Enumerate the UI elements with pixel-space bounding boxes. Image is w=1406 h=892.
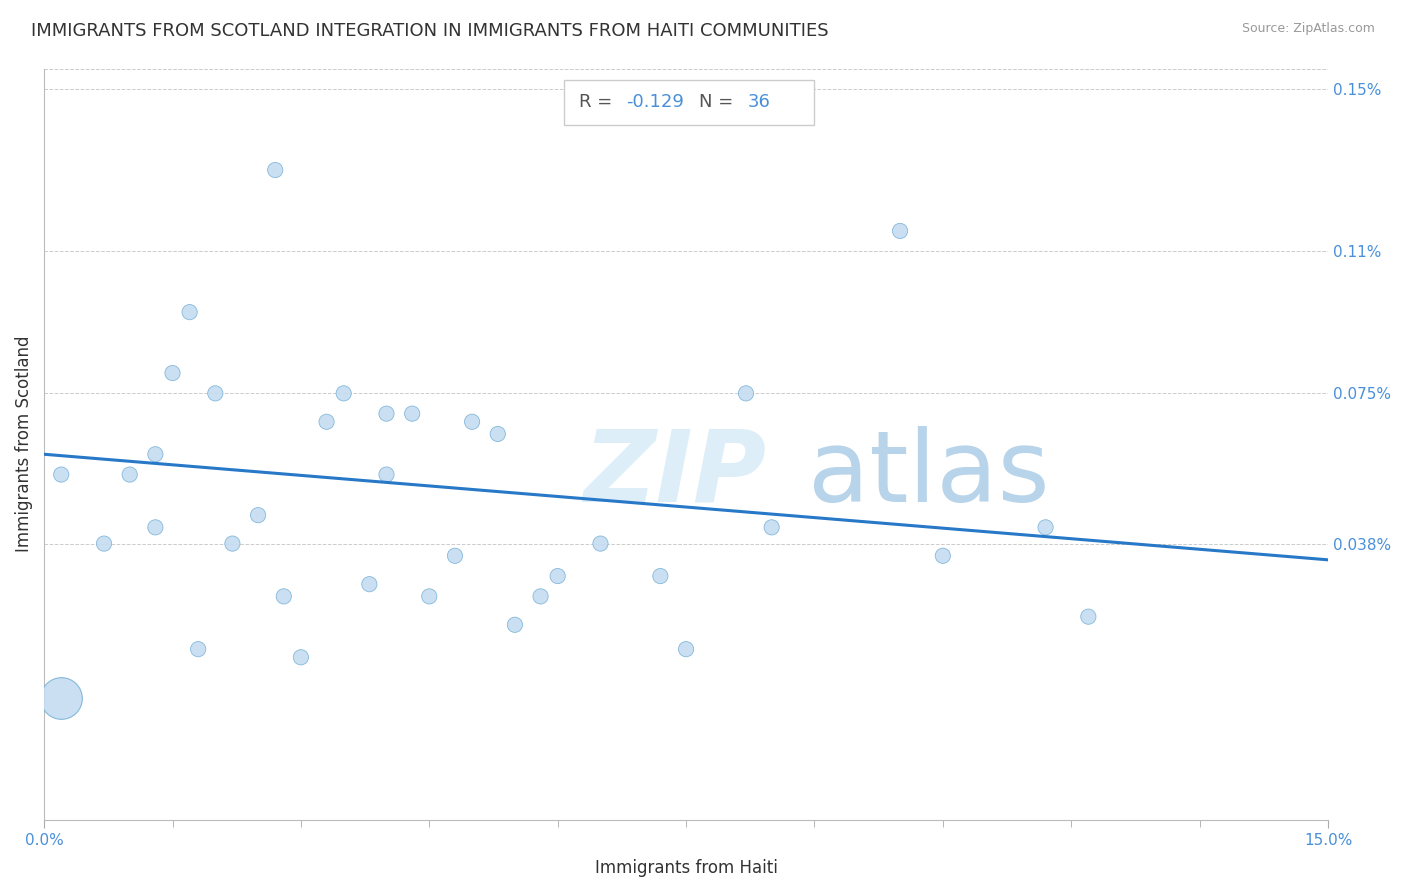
Point (444, 549, 467, 563)
Text: IMMIGRANTS FROM SCOTLAND INTEGRATION IN IMMIGRANTS FROM HAITI COMMUNITIES: IMMIGRANTS FROM SCOTLAND INTEGRATION IN … (31, 22, 828, 40)
Text: ZIP: ZIP (583, 425, 766, 523)
Text: 36: 36 (748, 94, 770, 112)
Point (145, 447, 167, 461)
Point (145, 520, 167, 534)
Point (547, 569, 569, 583)
Point (418, 590, 440, 604)
Point (204, 386, 226, 401)
Point (332, 386, 354, 401)
Point (187, 642, 209, 657)
Point (932, 549, 955, 563)
Point (486, 426, 509, 441)
Point (51, 690, 73, 705)
Point (162, 366, 184, 380)
Point (735, 386, 758, 401)
Point (461, 415, 484, 429)
Point (315, 415, 337, 429)
Point (359, 577, 381, 591)
Text: Source: ZipAtlas.com: Source: ZipAtlas.com (1241, 22, 1375, 36)
Point (247, 508, 270, 523)
Text: atlas: atlas (808, 425, 1050, 523)
Point (221, 536, 243, 550)
Point (1077, 609, 1099, 624)
Point (264, 163, 287, 178)
Point (503, 617, 526, 632)
Point (401, 407, 423, 421)
Point (93, 536, 115, 550)
Text: R =: R = (579, 94, 619, 112)
Point (51, 467, 73, 482)
Point (1035, 520, 1057, 534)
Point (761, 520, 783, 534)
Text: -0.129: -0.129 (626, 94, 683, 112)
Y-axis label: Immigrants from Scotland: Immigrants from Scotland (15, 336, 32, 552)
Point (375, 407, 398, 421)
Point (650, 569, 672, 583)
Point (118, 467, 141, 482)
X-axis label: Immigrants from Haiti: Immigrants from Haiti (595, 859, 778, 877)
Point (889, 224, 911, 238)
Text: N =: N = (699, 94, 740, 112)
Point (375, 467, 398, 482)
Point (290, 650, 312, 665)
Point (529, 590, 551, 604)
Point (273, 590, 295, 604)
FancyBboxPatch shape (564, 79, 814, 125)
Point (589, 536, 612, 550)
Point (179, 305, 201, 319)
Point (675, 642, 697, 657)
